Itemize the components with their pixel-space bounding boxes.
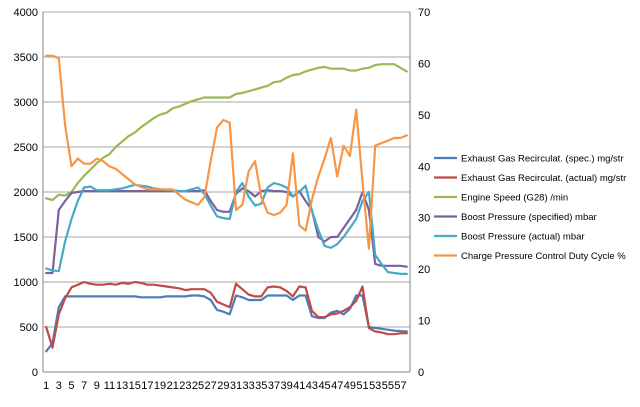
y-tick-label: 3500	[14, 52, 38, 64]
y-tick-label: 1000	[14, 277, 38, 289]
x-tick-label: 1	[43, 380, 49, 392]
x-tick-label: 43	[306, 380, 318, 392]
y2-tick-label: 30	[418, 213, 430, 225]
x-tick-label: 49	[344, 380, 356, 392]
x-tick-label: 29	[217, 380, 229, 392]
y-tick-label: 500	[20, 322, 38, 334]
series-line-3	[45, 63, 408, 202]
x-tick-label: 33	[243, 380, 255, 392]
x-tick-label: 9	[94, 380, 100, 392]
y-tick-label: 2500	[14, 142, 38, 154]
y-tick-label: 4000	[14, 7, 38, 19]
x-tick-label: 11	[104, 380, 115, 392]
legend-label: Exhaust Gas Recirculat. (actual) mg/str	[461, 173, 626, 184]
series-lines	[45, 54, 408, 353]
x-tick-label: 47	[331, 380, 343, 392]
series-line-2	[45, 280, 408, 349]
axes	[42, 12, 411, 373]
y-axis-right: 0 10 20 30 40 50 60 70	[418, 7, 430, 379]
y-tick-label: 1500	[14, 232, 38, 244]
y2-tick-label: 60	[418, 58, 430, 70]
x-tick-label: 25	[192, 380, 204, 392]
legend-label: Boost Pressure (actual) mbar	[461, 232, 585, 243]
x-tick-label: 39	[280, 380, 292, 392]
y-tick-label: 2000	[14, 187, 38, 199]
x-tick-label: 31	[230, 380, 242, 392]
x-tick-label: 41	[293, 380, 305, 392]
series-line-6	[45, 54, 408, 250]
x-tick-label: 13	[116, 380, 128, 392]
legend-label: Exhaust Gas Recirculat. (spec.) mg/str	[461, 154, 624, 165]
x-tick-label: 57	[394, 380, 406, 392]
legend-label: Charge Pressure Control Duty Cycle %	[461, 251, 626, 262]
legend-label: Engine Speed (G28) /min	[461, 193, 568, 204]
x-axis: 1 3 5 7 9 11 13 15 17 19 21 23 25 27 29 31 33 35 37 39 41 43 4…	[43, 380, 407, 392]
x-tick-label: 37	[268, 380, 280, 392]
y-tick-label: 0	[32, 367, 38, 379]
series-line-5	[45, 181, 408, 275]
y2-tick-label: 10	[418, 316, 430, 328]
x-tick-label: 15	[129, 380, 141, 392]
x-tick-label: 55	[382, 380, 394, 392]
x-tick-label: 53	[369, 380, 381, 392]
x-tick-label: 5	[68, 380, 74, 392]
y-tick-label: 3000	[14, 97, 38, 109]
y2-tick-label: 0	[418, 367, 424, 379]
legend-label: Boost Pressure (specified) mbar	[461, 212, 597, 223]
y2-tick-label: 50	[418, 110, 430, 122]
x-tick-label: 45	[318, 380, 330, 392]
x-tick-label: 27	[205, 380, 217, 392]
series-line-1	[45, 294, 408, 353]
x-tick-label: 23	[179, 380, 191, 392]
y2-tick-label: 70	[418, 7, 430, 19]
y-axis-left: 0 500 1000 1500 2000 2500 3000 3500 4000	[14, 7, 38, 379]
x-tick-label: 21	[167, 380, 179, 392]
y2-tick-label: 20	[418, 264, 430, 276]
x-tick-label: 51	[356, 380, 368, 392]
x-tick-label: 35	[255, 380, 267, 392]
y2-tick-label: 40	[418, 161, 430, 173]
legend: Exhaust Gas Recirculat. (spec.) mg/str Ex…	[434, 154, 626, 262]
x-tick-label: 3	[56, 380, 62, 392]
x-tick-label: 19	[154, 380, 166, 392]
x-tick-label: 17	[141, 380, 153, 392]
x-tick-label: 7	[81, 380, 87, 392]
